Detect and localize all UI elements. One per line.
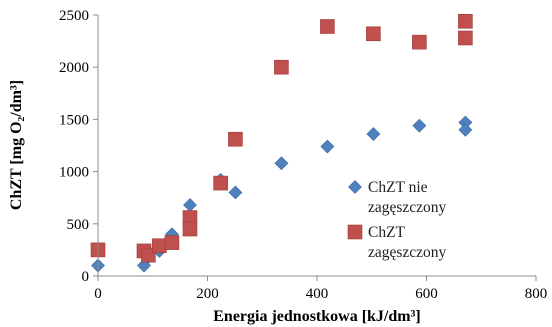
data-point-square	[228, 131, 243, 147]
legend-marker	[348, 180, 362, 194]
data-point-diamond	[274, 156, 289, 171]
data-point-square	[458, 13, 473, 29]
y-tick-label: 500	[67, 217, 90, 233]
x-tick-label: 200	[196, 286, 219, 302]
data-point-square	[366, 26, 381, 42]
data-point-diamond	[320, 139, 335, 154]
data-point-square	[320, 19, 335, 34]
data-point-square	[164, 235, 180, 250]
data-point-square	[412, 34, 427, 50]
y-tick-label: 0	[82, 269, 90, 285]
data-point-diamond	[412, 118, 427, 133]
y-tick-label: 1500	[59, 112, 89, 128]
data-point-square	[274, 59, 289, 75]
data-point-square	[182, 221, 198, 237]
data-point-diamond	[366, 127, 381, 141]
data-point-square	[141, 247, 156, 263]
data-point-diamond	[228, 185, 243, 200]
x-tick-label: 800	[525, 286, 548, 302]
y-tick-label: 2500	[59, 8, 89, 24]
x-axis-title: Energia jednostkowa [kJ/dm³]	[213, 308, 420, 325]
y-axis-ticks: 0 500 1000 1500 2000 2500	[59, 8, 98, 285]
data-point-diamond	[458, 122, 473, 137]
plot-marks	[90, 13, 473, 273]
legend-label: ChZT	[368, 224, 406, 241]
data-point-square	[458, 30, 473, 46]
data-point-square	[213, 175, 228, 191]
series-square	[90, 13, 473, 263]
x-tick-label: 400	[306, 286, 329, 302]
legend-label: zagęszczony	[368, 199, 447, 216]
legend-label: zagęszczony	[368, 244, 447, 261]
data-point-square	[152, 238, 167, 254]
legend-item: ChZT nie zagęszczony	[348, 179, 447, 216]
legend-label: ChZT nie	[368, 179, 428, 196]
y-tick-label: 2000	[59, 60, 89, 76]
legend-marker	[347, 224, 363, 240]
data-point-diamond	[183, 198, 197, 212]
legend: ChZT nie zagęszczony ChZT zagęszczony	[347, 179, 447, 261]
y-axis-title: ChZT [mg O₂/dm³]	[8, 80, 25, 210]
x-axis-ticks: 0 200 400 600 800	[94, 276, 547, 302]
legend-item: ChZT zagęszczony	[347, 224, 447, 261]
y-tick-label: 1000	[59, 165, 89, 181]
x-tick-label: 600	[415, 286, 438, 302]
x-tick-label: 0	[94, 286, 102, 302]
